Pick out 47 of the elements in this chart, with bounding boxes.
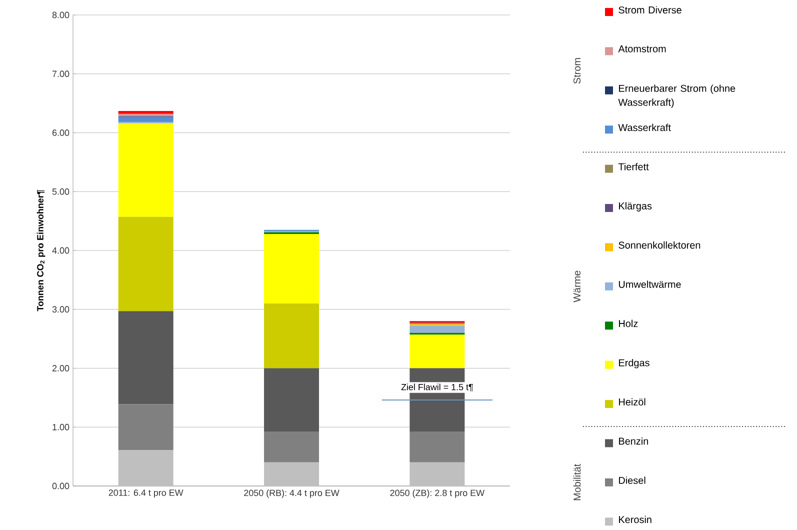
text: Mobilität (573, 464, 581, 500)
y-tick-label: 5.00 (52, 188, 70, 195)
y-tick-label: 0.00 (52, 482, 70, 490)
bar (118, 404, 174, 450)
bar (264, 462, 320, 486)
bar (410, 432, 465, 462)
y-tick-label: 7.00 (52, 70, 70, 78)
legend-label: Sonnenkollektoren (618, 241, 700, 249)
legend-label: Umweltwärme (618, 280, 681, 288)
y-axis-title: Tonnen CO$_{2}$ pro Einwohner¶ (36, 190, 46, 312)
legend-label: Strom Diverse (618, 6, 682, 14)
bar (118, 116, 174, 122)
bar (264, 234, 320, 304)
y-tick-label: 6.00 (52, 130, 70, 136)
legend-label: Erdgas (619, 358, 650, 368)
text: Wärme (574, 270, 580, 302)
x-tick-label: 2050 (RB): 4.4 t pro EW (244, 490, 340, 498)
bar (410, 334, 465, 368)
y-tick-label: 4.00 (52, 247, 70, 254)
bar (264, 432, 320, 462)
bar (118, 216, 174, 312)
ref-line-label: Ziel Flawil = 1.5 t¶ (401, 384, 473, 392)
legend-label: Heizöl (619, 398, 646, 406)
x-tick-label: 2050 (ZB): 2.8 t pro EW (390, 490, 484, 498)
bar (410, 326, 465, 333)
y-tick-label: 8.00 (52, 12, 70, 18)
legend-label: Erneuerbarer Strom (ohne Wasserkraft) (618, 84, 736, 108)
bar (264, 303, 320, 368)
legend-label: Kerosin (619, 516, 652, 524)
bar (410, 462, 465, 486)
y-tick-label: 2.00 (52, 365, 70, 372)
legend-label: Klärgas (619, 202, 652, 212)
x-tick-label: 2011: 6.4 t pro EW (108, 490, 184, 498)
y-tick-label: 3.00 (52, 306, 70, 313)
legend-label: Wasserkraft (618, 124, 671, 132)
bar (118, 110, 174, 114)
bar (264, 368, 320, 432)
bar (118, 123, 174, 217)
legend-label: Tierfett (618, 162, 649, 170)
legend-label: Benzin (619, 437, 648, 445)
legend-label: Holz (619, 320, 638, 328)
bar (118, 311, 174, 404)
bar (118, 450, 174, 486)
y-tick-label: 1.00 (52, 424, 70, 430)
legend-label: Diesel (619, 476, 646, 484)
text: Strom (573, 58, 581, 84)
legend-label: Atomstrom (618, 45, 666, 52)
